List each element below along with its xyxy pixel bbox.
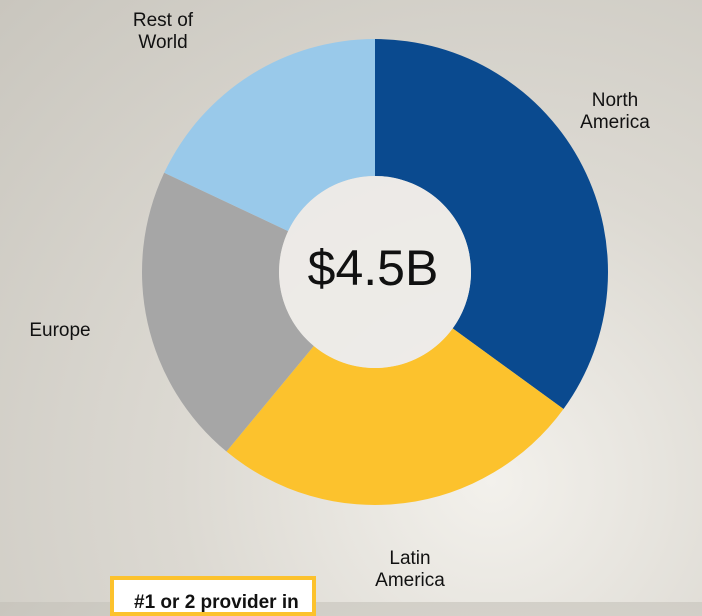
slice-label: Rest of World (132, 10, 194, 53)
donut-slice (164, 39, 375, 232)
slice-label: Latin America (375, 548, 445, 591)
slice-label: Europe (29, 320, 91, 341)
slice-label: North America (580, 90, 650, 133)
chart: $4.5B (141, 39, 608, 505)
donut-slice (375, 39, 608, 409)
donut-slice (141, 172, 314, 452)
donut-hole (279, 176, 471, 368)
center-label: $4.5B (308, 240, 439, 296)
callout: #1 or 2 provider in (110, 576, 316, 616)
donut-slice (226, 328, 564, 505)
